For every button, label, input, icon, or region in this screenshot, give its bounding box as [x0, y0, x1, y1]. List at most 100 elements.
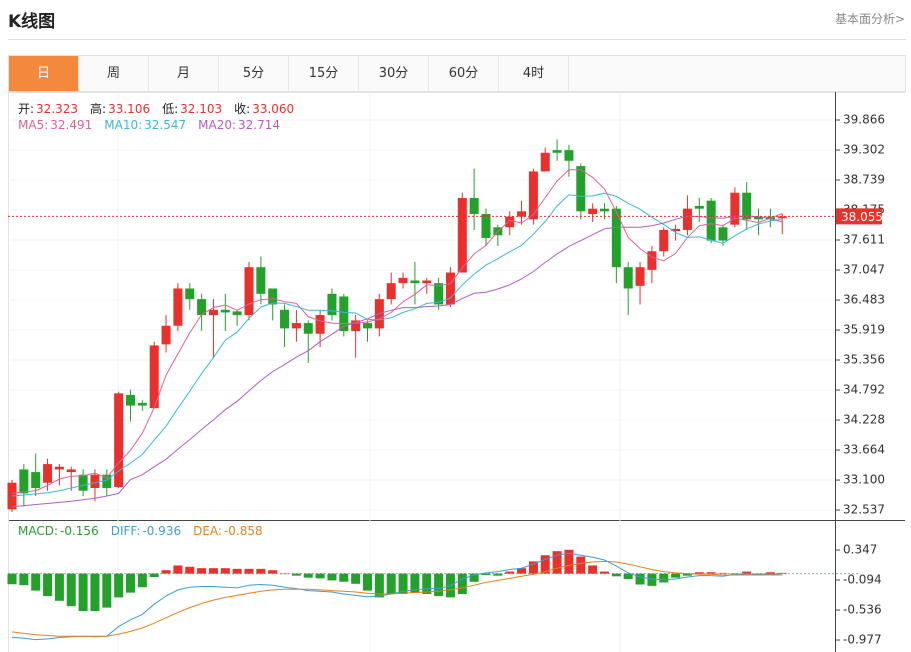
candle-body	[19, 469, 29, 494]
macd-bar	[185, 566, 195, 574]
macd-bar	[31, 573, 41, 591]
macd-bar	[576, 556, 586, 574]
candle-body	[339, 296, 349, 332]
candle-body	[315, 315, 325, 334]
candle-body	[31, 472, 41, 489]
legend-name: MA10:	[104, 118, 143, 132]
macd-bar	[173, 565, 183, 574]
macd-bar	[208, 568, 218, 574]
candle-body	[114, 393, 124, 487]
legend-name: DIFF:	[110, 524, 141, 538]
candle-body	[528, 171, 538, 220]
macd-bar	[256, 568, 266, 574]
candle-body	[54, 466, 64, 470]
candle-body	[398, 277, 408, 284]
candle-body	[564, 150, 574, 161]
legend-item: 开: 32.323	[18, 102, 80, 116]
macd-bar	[114, 573, 124, 598]
macd-bar	[505, 571, 515, 574]
macd-line	[11, 560, 783, 637]
candle-body	[517, 211, 527, 217]
legend-item: MA5: 32.491	[18, 118, 94, 132]
macd-bar	[315, 573, 325, 579]
candle-body	[303, 323, 313, 334]
legend-value: -0.858	[223, 524, 263, 538]
macd-bar	[694, 572, 704, 574]
period-tab[interactable]: 月	[149, 56, 219, 91]
page-title: K线图	[8, 12, 56, 32]
y-tick-label: -0.977	[843, 633, 882, 647]
candle-body	[137, 402, 147, 406]
candle-body	[102, 474, 112, 489]
candle-body	[78, 474, 88, 491]
macd-bar	[363, 573, 372, 591]
macd-bar	[7, 573, 17, 585]
candle-body	[754, 216, 764, 220]
period-tabs: 日周月 5分 15分 30分 60分 4时	[8, 55, 906, 92]
macd-bar	[102, 573, 112, 608]
macd-bar	[671, 573, 681, 578]
candle-body	[410, 280, 420, 284]
candle-body	[422, 280, 432, 284]
y-tick-label: 32.537	[843, 503, 885, 517]
legend-value: -0.936	[142, 524, 182, 538]
macd-bar	[635, 573, 645, 585]
legend-name: 收:	[234, 102, 251, 116]
period-tab[interactable]: 15分	[289, 56, 359, 91]
y-tick-label: 0.347	[843, 543, 877, 557]
macd-bar	[469, 573, 479, 582]
legend-value: 32.323	[36, 102, 79, 116]
period-tab[interactable]: 4时	[499, 56, 569, 91]
legend-value: 32.714	[238, 118, 280, 132]
macd-bar	[481, 573, 491, 575]
y-tick-label: 35.919	[843, 323, 885, 337]
macd-legend: MACD: -0.156 DIFF: -0.936 DEA: -0.858	[18, 524, 275, 538]
candle-body	[173, 288, 183, 326]
candle-body	[43, 464, 53, 483]
macd-bar	[517, 568, 527, 574]
macd-bar	[19, 573, 29, 586]
macd-bar	[706, 572, 716, 574]
period-tab[interactable]: 60分	[429, 56, 499, 91]
macd-bar	[623, 573, 633, 580]
period-tab[interactable]: 5分	[219, 56, 289, 91]
macd-bar	[386, 573, 396, 595]
macd-bar	[493, 573, 503, 576]
legend-name: 低:	[162, 102, 179, 116]
legend-value: 32.491	[50, 118, 93, 132]
candle-body	[208, 309, 218, 316]
macd-bar	[659, 573, 669, 583]
candle-body	[540, 152, 550, 172]
macd-bar	[197, 568, 207, 574]
candle-body	[291, 323, 301, 329]
candle-body	[576, 166, 586, 212]
y-tick-label: 34.792	[843, 383, 885, 397]
divider	[8, 39, 906, 40]
candle-body	[363, 323, 372, 329]
candle-body	[481, 213, 491, 238]
macd-bar	[78, 573, 88, 612]
macd-bar	[220, 568, 230, 574]
fundamental-link[interactable]: 基本面分析>	[834, 12, 905, 26]
legend-item: 高: 33.106	[90, 102, 152, 116]
candle-body	[280, 309, 290, 329]
macd-bar	[398, 573, 408, 595]
period-tab[interactable]: 30分	[359, 56, 429, 91]
macd-bar	[611, 573, 621, 577]
candle-body	[659, 229, 669, 252]
macd-bar	[374, 573, 384, 598]
period-tab[interactable]: 日	[9, 56, 79, 91]
macd-bar	[43, 573, 53, 597]
macd-bar	[457, 573, 467, 595]
legend-item: DIFF: -0.936	[111, 524, 183, 538]
y-tick-label: 36.483	[843, 293, 885, 307]
legend-name: 开:	[18, 102, 35, 116]
ma-line	[11, 169, 783, 494]
macd-bar	[244, 568, 254, 574]
candle-body	[777, 216, 787, 219]
macd-line	[11, 552, 783, 641]
legend-value: 32.103	[180, 102, 223, 116]
period-tab[interactable]: 周	[79, 56, 149, 91]
macd-bar	[765, 572, 775, 574]
candle-body	[671, 228, 681, 232]
